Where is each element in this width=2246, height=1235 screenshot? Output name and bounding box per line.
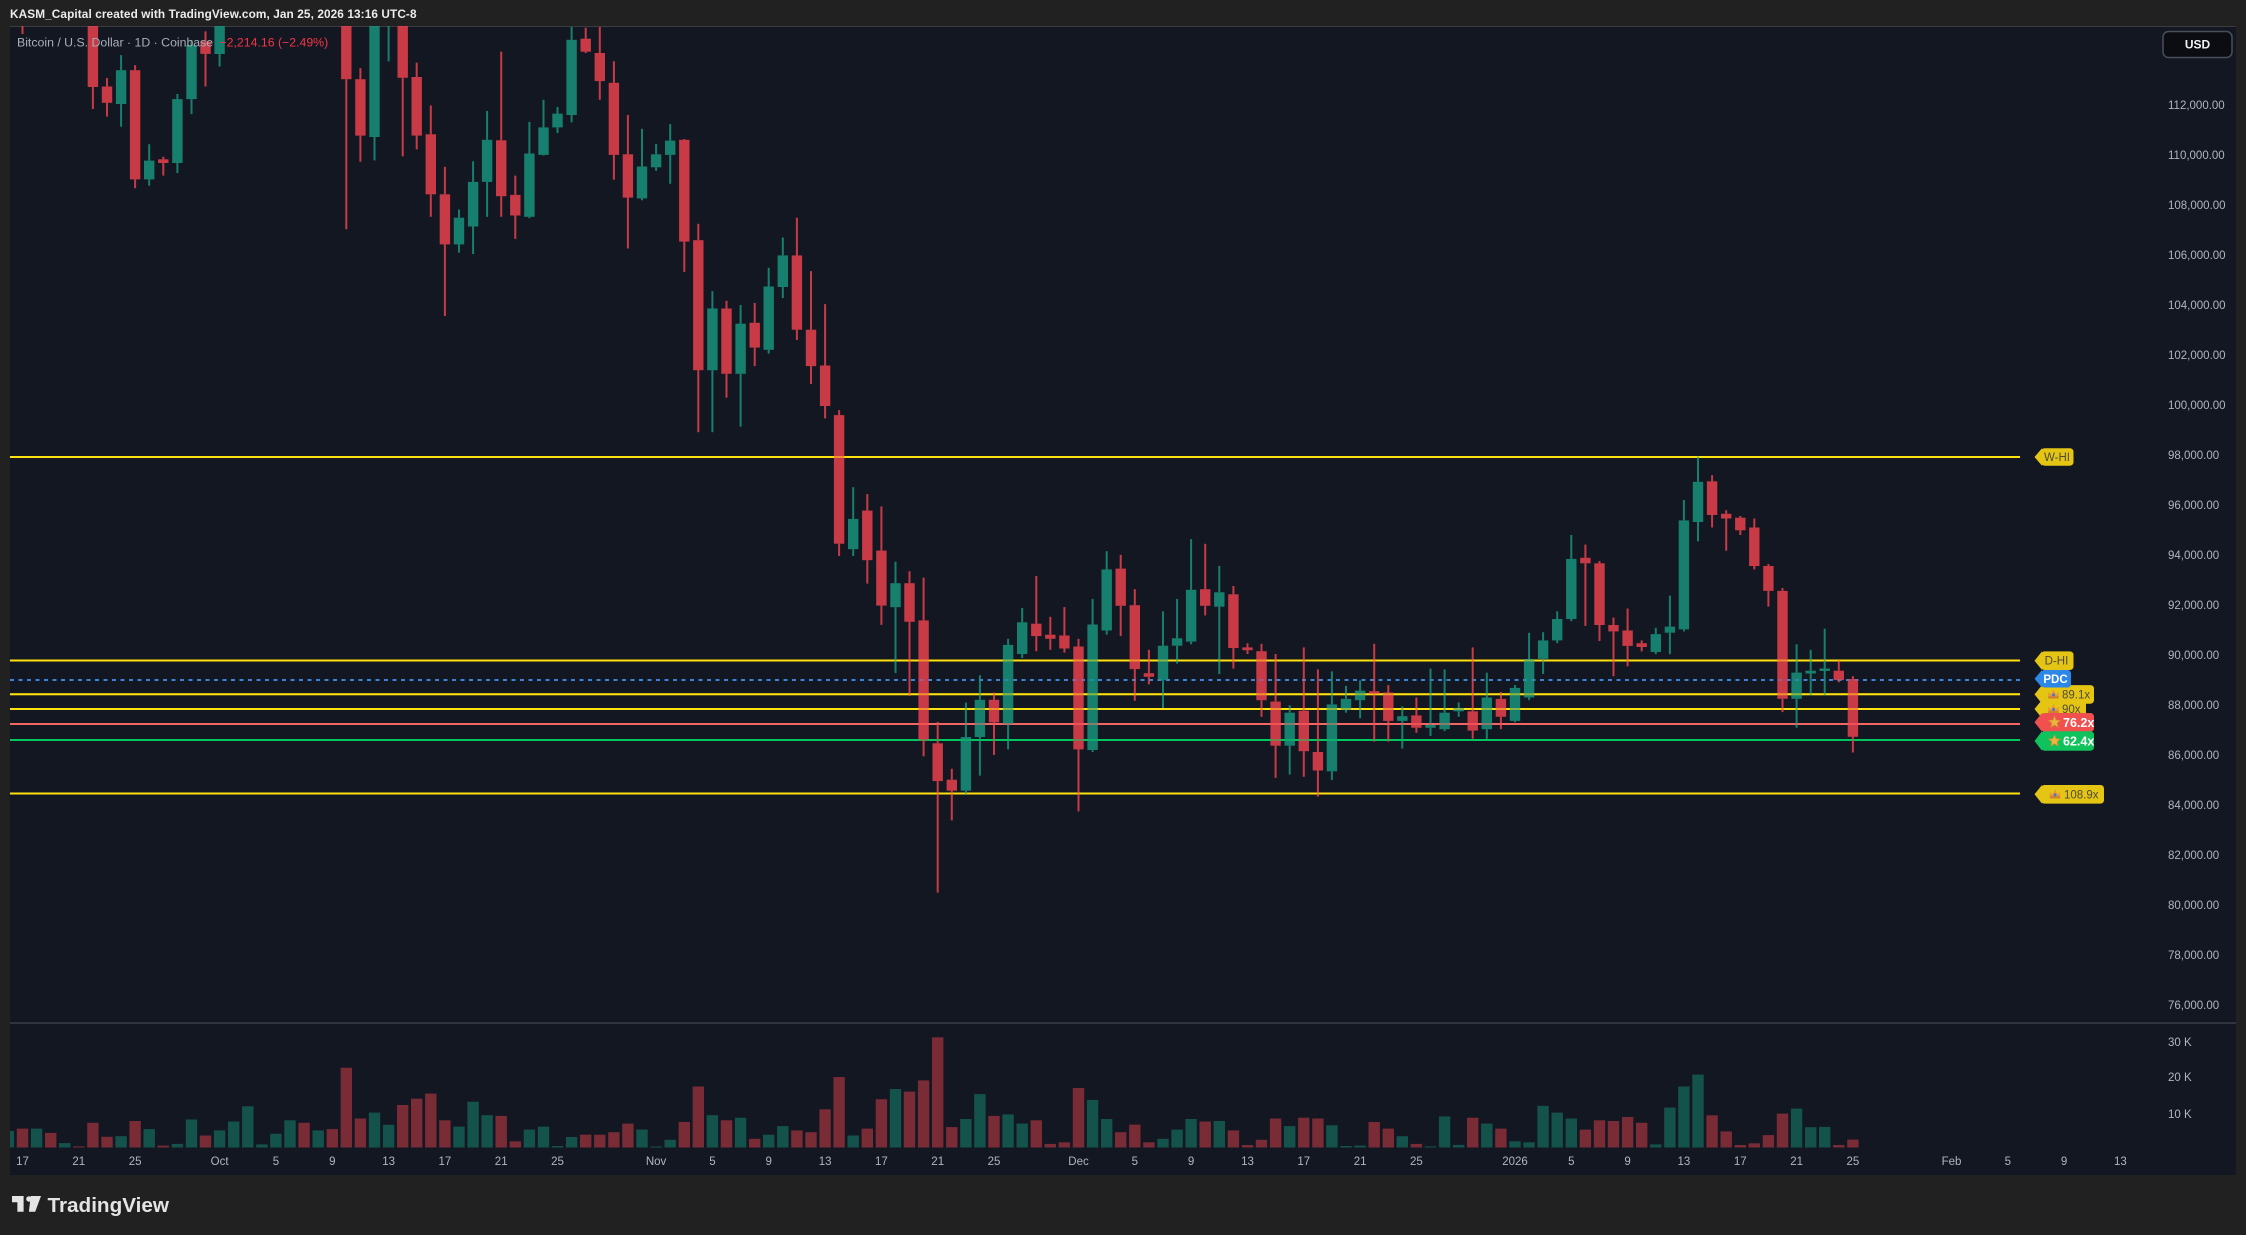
svg-text:21: 21 — [72, 1156, 85, 1168]
svg-text:Feb: Feb — [1942, 1156, 1962, 1168]
svg-text:30 K: 30 K — [2168, 1037, 2192, 1049]
svg-text:76.2x: 76.2x — [2063, 716, 2094, 730]
svg-text:17: 17 — [16, 1156, 29, 1168]
svg-text:17: 17 — [1734, 1156, 1747, 1168]
svg-text:9: 9 — [1624, 1156, 1630, 1168]
svg-text:25: 25 — [1847, 1156, 1860, 1168]
svg-text:94,000.00: 94,000.00 — [2168, 550, 2219, 562]
svg-text:90,000.00: 90,000.00 — [2168, 650, 2219, 662]
svg-text:5: 5 — [1132, 1156, 1138, 1168]
svg-text:98,000.00: 98,000.00 — [2168, 450, 2219, 462]
svg-text:13: 13 — [1241, 1156, 1254, 1168]
svg-text:Oct: Oct — [211, 1156, 230, 1168]
svg-text:−2,214.16 (−2.49%): −2,214.16 (−2.49%) — [220, 36, 329, 50]
svg-text:21: 21 — [495, 1156, 508, 1168]
svg-text:25: 25 — [551, 1156, 564, 1168]
svg-text:Nov: Nov — [646, 1156, 667, 1168]
svg-text:13: 13 — [2114, 1156, 2127, 1168]
svg-text:88,000.00: 88,000.00 — [2168, 700, 2219, 712]
svg-text:13: 13 — [382, 1156, 395, 1168]
svg-text:10 K: 10 K — [2168, 1109, 2192, 1121]
svg-text:9: 9 — [329, 1156, 335, 1168]
svg-text:92,000.00: 92,000.00 — [2168, 600, 2219, 612]
svg-text:9: 9 — [2061, 1156, 2067, 1168]
svg-text:21: 21 — [1790, 1156, 1803, 1168]
svg-text:17: 17 — [875, 1156, 888, 1168]
svg-text:D-HI: D-HI — [2045, 656, 2069, 668]
svg-text:110,000.00: 110,000.00 — [2168, 150, 2225, 162]
svg-text:96,000.00: 96,000.00 — [2168, 500, 2219, 512]
svg-text:2026: 2026 — [1502, 1156, 1528, 1168]
svg-text:82,000.00: 82,000.00 — [2168, 850, 2219, 862]
svg-text:PDC: PDC — [2043, 674, 2067, 686]
svg-text:21: 21 — [1354, 1156, 1367, 1168]
svg-text:102,000.00: 102,000.00 — [2168, 350, 2226, 362]
svg-text:112,000.00: 112,000.00 — [2168, 100, 2225, 112]
svg-text:108,000.00: 108,000.00 — [2168, 200, 2226, 212]
svg-text:USD: USD — [2185, 38, 2211, 52]
svg-text:25: 25 — [988, 1156, 1001, 1168]
svg-text:80,000.00: 80,000.00 — [2168, 900, 2219, 912]
svg-text:62.4x: 62.4x — [2063, 735, 2094, 749]
svg-text:17: 17 — [1297, 1156, 1310, 1168]
svg-text:5: 5 — [2005, 1156, 2011, 1168]
svg-text:20 K: 20 K — [2168, 1072, 2192, 1084]
svg-text:Bitcoin / U.S. Dollar · 1D · C: Bitcoin / U.S. Dollar · 1D · Coinbase — [17, 36, 213, 50]
svg-text:5: 5 — [273, 1156, 279, 1168]
svg-text:9: 9 — [765, 1156, 771, 1168]
svg-text:104,000.00: 104,000.00 — [2168, 300, 2226, 312]
svg-text:21: 21 — [931, 1156, 944, 1168]
svg-text:TradingView: TradingView — [48, 1194, 170, 1217]
svg-text:5: 5 — [1568, 1156, 1574, 1168]
svg-text:76,000.00: 76,000.00 — [2168, 1000, 2219, 1012]
svg-text:Dec: Dec — [1068, 1156, 1089, 1168]
svg-text:84,000.00: 84,000.00 — [2168, 800, 2219, 812]
svg-text:9: 9 — [1188, 1156, 1194, 1168]
svg-text:108.9x: 108.9x — [2064, 789, 2099, 801]
svg-text:25: 25 — [1410, 1156, 1423, 1168]
svg-text:5: 5 — [709, 1156, 715, 1168]
svg-text:100,000.00: 100,000.00 — [2168, 400, 2226, 412]
svg-text:17: 17 — [439, 1156, 452, 1168]
svg-text:89.1x: 89.1x — [2062, 689, 2090, 701]
svg-text:13: 13 — [1678, 1156, 1691, 1168]
svg-text:13: 13 — [819, 1156, 832, 1168]
svg-text:W-HI: W-HI — [2044, 452, 2070, 464]
svg-text:25: 25 — [129, 1156, 142, 1168]
svg-text:106,000.00: 106,000.00 — [2168, 250, 2226, 262]
svg-text:78,000.00: 78,000.00 — [2168, 950, 2219, 962]
svg-text:86,000.00: 86,000.00 — [2168, 750, 2219, 762]
